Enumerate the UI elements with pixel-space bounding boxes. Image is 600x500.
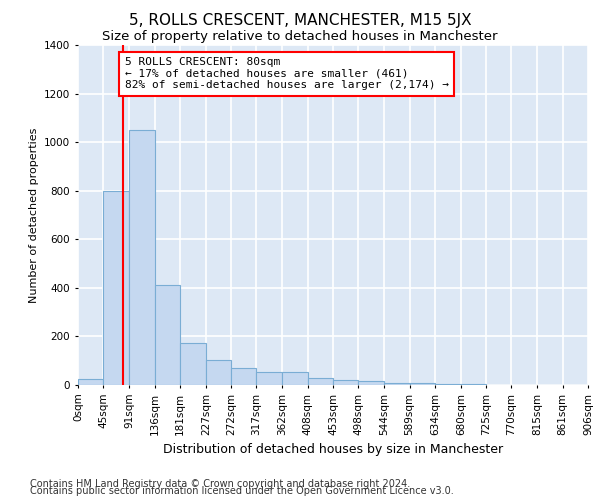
Bar [282, 372, 308, 385]
Bar [333, 380, 358, 385]
Text: 5 ROLLS CRESCENT: 80sqm
← 17% of detached houses are smaller (461)
82% of semi-d: 5 ROLLS CRESCENT: 80sqm ← 17% of detache… [125, 57, 449, 90]
Bar [410, 383, 435, 385]
Bar [256, 372, 282, 385]
Bar [129, 130, 155, 385]
Bar [358, 382, 384, 385]
Bar [435, 384, 461, 385]
Text: 5, ROLLS CRESCENT, MANCHESTER, M15 5JX: 5, ROLLS CRESCENT, MANCHESTER, M15 5JX [128, 12, 472, 28]
Text: Contains public sector information licensed under the Open Government Licence v3: Contains public sector information licen… [30, 486, 454, 496]
Text: Size of property relative to detached houses in Manchester: Size of property relative to detached ho… [102, 30, 498, 43]
Bar [206, 360, 231, 385]
Bar [461, 384, 486, 385]
Text: Contains HM Land Registry data © Crown copyright and database right 2024.: Contains HM Land Registry data © Crown c… [30, 479, 410, 489]
Bar [308, 378, 333, 385]
Bar [384, 382, 410, 385]
Bar [180, 342, 206, 385]
Bar [103, 190, 129, 385]
Bar [155, 286, 180, 385]
Bar [231, 368, 256, 385]
X-axis label: Distribution of detached houses by size in Manchester: Distribution of detached houses by size … [163, 443, 503, 456]
Bar [78, 379, 103, 385]
Y-axis label: Number of detached properties: Number of detached properties [29, 128, 38, 302]
